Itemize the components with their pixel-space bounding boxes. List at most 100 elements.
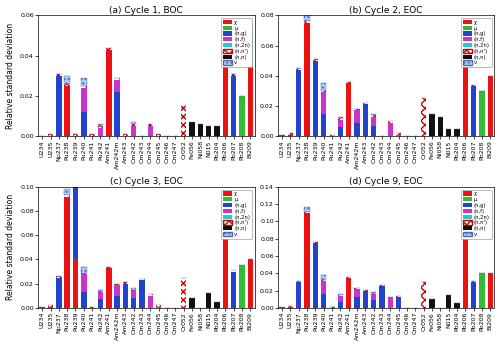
Bar	[288, 306, 293, 307]
Bar	[156, 134, 162, 136]
Bar	[421, 98, 426, 136]
Bar	[98, 292, 103, 299]
Bar	[354, 289, 360, 298]
Bar	[471, 85, 476, 86]
Bar	[98, 290, 103, 291]
Bar	[64, 84, 70, 86]
Bar	[40, 307, 45, 308]
Bar	[338, 118, 343, 120]
Bar	[304, 23, 310, 136]
Y-axis label: Relative standard deviation: Relative standard deviation	[6, 194, 15, 300]
Bar	[131, 291, 136, 298]
Bar	[81, 86, 86, 88]
Bar	[248, 260, 253, 308]
Bar	[148, 294, 153, 296]
Bar	[371, 117, 376, 126]
Bar	[296, 70, 302, 136]
Bar	[48, 306, 53, 307]
Bar	[90, 134, 95, 136]
Bar	[454, 303, 460, 308]
Bar	[396, 298, 402, 308]
Bar	[354, 298, 360, 308]
Bar	[114, 78, 120, 80]
Bar	[479, 273, 484, 308]
Bar	[56, 276, 62, 277]
Bar	[131, 290, 136, 291]
Bar	[73, 134, 78, 136]
Bar	[140, 279, 145, 280]
Bar	[446, 295, 452, 308]
Bar	[321, 280, 326, 281]
Bar	[280, 135, 285, 136]
Bar	[48, 307, 53, 308]
Bar	[206, 293, 212, 308]
Bar	[156, 306, 162, 307]
Bar	[106, 267, 112, 268]
Bar	[321, 280, 326, 281]
Bar	[471, 282, 476, 308]
Bar	[304, 21, 310, 23]
Bar	[304, 207, 310, 212]
Bar	[288, 307, 293, 308]
Bar	[81, 273, 86, 274]
Bar	[346, 277, 352, 308]
Bar	[114, 284, 120, 285]
Bar	[140, 280, 145, 308]
Bar	[148, 296, 153, 308]
Bar	[98, 126, 103, 128]
Legend: χ, μ, (n,g), (n,f), (n,2n), (n,n'), (n,n), ν: χ, μ, (n,g), (n,f), (n,2n), (n,n'), (n,n…	[221, 18, 252, 67]
Legend: χ, μ, (n,g), (n,f), (n,2n), (n,n'), (n,n), ν: χ, μ, (n,g), (n,f), (n,2n), (n,n'), (n,n…	[221, 190, 252, 239]
Bar	[48, 134, 53, 136]
Bar	[90, 307, 95, 308]
Bar	[131, 289, 136, 290]
Bar	[354, 288, 360, 289]
Bar	[114, 92, 120, 136]
Bar	[371, 126, 376, 136]
Bar	[131, 290, 136, 291]
Bar	[321, 113, 326, 136]
Bar	[240, 96, 244, 136]
Bar	[354, 109, 360, 110]
Bar	[338, 295, 343, 296]
Bar	[362, 104, 368, 136]
Bar	[396, 135, 402, 136]
Bar	[371, 293, 376, 294]
Bar	[131, 124, 136, 126]
Bar	[454, 129, 460, 136]
Bar	[388, 122, 393, 136]
Bar	[148, 124, 153, 126]
Bar	[198, 124, 203, 136]
Bar	[304, 21, 310, 23]
Bar	[321, 294, 326, 308]
Bar	[488, 76, 493, 136]
Bar	[231, 74, 236, 76]
Bar	[371, 115, 376, 117]
Bar	[131, 126, 136, 136]
Bar	[446, 129, 452, 136]
Bar	[122, 282, 128, 284]
Bar	[222, 233, 228, 308]
Bar	[90, 307, 95, 308]
Bar	[81, 112, 86, 136]
Bar	[321, 91, 326, 92]
Bar	[131, 122, 136, 124]
Bar	[156, 307, 162, 308]
Bar	[462, 200, 468, 308]
Title: (a) Cycle 1, BOC: (a) Cycle 1, BOC	[110, 6, 183, 15]
Bar	[354, 122, 360, 136]
Bar	[338, 296, 343, 302]
Bar	[371, 292, 376, 293]
Bar	[354, 288, 360, 289]
Legend: χ, μ, (n,g), (n,f), (n,2n), (n,n'), (n,n), ν: χ, μ, (n,g), (n,f), (n,2n), (n,n'), (n,n…	[461, 190, 492, 239]
Bar	[338, 294, 343, 295]
Title: (b) Cycle 2, EOC: (b) Cycle 2, EOC	[350, 6, 423, 15]
Bar	[304, 212, 310, 213]
Bar	[304, 14, 310, 21]
Bar	[64, 84, 70, 86]
Bar	[304, 213, 310, 308]
Bar	[471, 86, 476, 136]
Title: (c) Cycle 3, EOC: (c) Cycle 3, EOC	[110, 177, 182, 186]
Bar	[321, 275, 326, 280]
Bar	[296, 281, 302, 282]
Bar	[181, 106, 186, 136]
